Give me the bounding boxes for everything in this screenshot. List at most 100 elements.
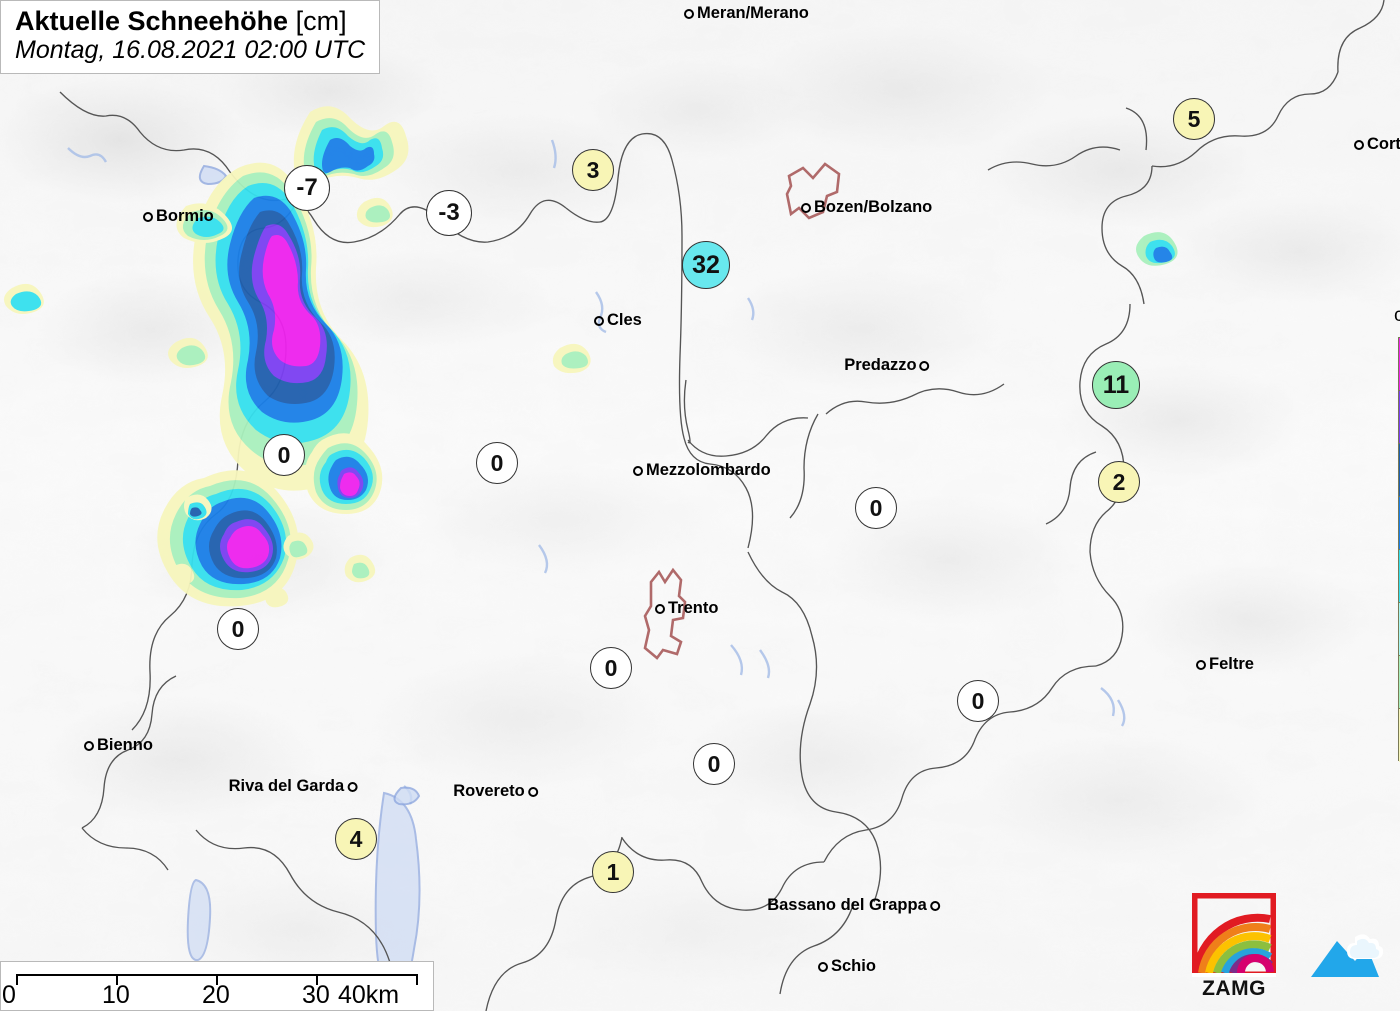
scalebar-label: 20 [202,981,230,1009]
map-scalebar: 0 10 20 30 40km [0,961,434,1011]
station-marker[interactable]: 0 [263,434,305,476]
city-point-icon [143,211,153,222]
snowfield-presanella [304,433,383,514]
city-label: Feltre [1196,655,1254,674]
city-label: Rovereto [453,782,538,801]
city-point-icon [684,8,694,19]
city-label: Bassano del Grappa [767,896,940,915]
station-value: 4 [349,825,363,852]
station-marker[interactable]: -3 [426,190,472,236]
city-point-icon [655,603,665,614]
scalebar-tick [216,974,218,985]
city-point-icon [1196,659,1206,670]
city-name: Feltre [1209,655,1254,673]
station-marker[interactable]: 0 [693,743,735,785]
city-label: Mezzolombardo [633,461,771,480]
city-label: Riva del Garda [229,777,358,796]
city-name: Schio [831,957,876,975]
city-name: Bienno [97,736,153,754]
city-point-icon [818,961,828,972]
station-marker[interactable]: 0 [855,487,897,529]
scalebar-tick [416,974,418,985]
snowfield-ortler [193,162,369,491]
city-label: Cortina [1354,135,1400,154]
station-marker[interactable]: 11 [1092,361,1140,409]
snowfield-small-patches [4,197,1178,374]
title-text: Aktuelle Schneehöhe [15,6,289,36]
city-name: Bassano del Grappa [767,896,927,914]
zamg-rainbow-logo: ZAMG [1190,891,1278,1001]
station-value: 0 [277,441,291,468]
station-value: 0 [869,494,883,521]
city-label: Bormio [143,207,214,226]
snow-depth-field [4,106,1178,608]
station-value: 0 [604,654,618,681]
city-label: Trento [655,599,718,618]
city-name: Trento [668,599,719,617]
scalebar-tick [116,974,118,985]
title-unit: [cm] [295,6,347,36]
city-label: Schio [818,957,876,976]
city-point-icon [1354,139,1364,150]
title-line-main: Aktuelle Schneehöhe [cm] [15,6,365,36]
city-point-icon [84,740,94,751]
scalebar-tick [316,974,318,985]
map-title-box: Aktuelle Schneehöhe [cm] Montag, 16.08.2… [0,0,381,75]
station-marker[interactable]: 5 [1173,98,1215,140]
station-marker[interactable]: 1 [592,851,634,893]
station-value: -3 [438,199,460,226]
city-label: Bienno [84,736,153,755]
city-name: Cles [607,311,642,329]
station-marker[interactable]: 0 [217,608,259,650]
station-marker[interactable]: 2 [1098,461,1140,503]
station-value: 5 [1187,105,1201,132]
colorbar-unit-label: cm [1394,305,1400,326]
scalebar-label: 30 [302,981,330,1009]
station-value: -7 [296,174,318,201]
city-name: Meran/Merano [697,4,809,22]
scalebar-label: 10 [102,981,130,1009]
station-value: 2 [1112,468,1126,495]
snowfield-north-patch [293,106,409,185]
station-marker[interactable]: 3 [572,149,614,191]
city-point-icon [594,315,604,326]
city-name: Mezzolombardo [646,461,771,479]
city-point-icon [919,360,930,371]
station-marker[interactable]: 0 [957,680,999,722]
station-marker[interactable]: 0 [590,647,632,689]
city-point-icon [801,202,811,213]
zamg-wordmark: ZAMG [1202,977,1266,1000]
station-value: 3 [586,156,600,183]
scalebar-label: 40km [338,981,400,1009]
scalebar-tick [16,974,18,985]
station-marker[interactable]: 0 [476,442,518,484]
city-name: Predazzo [844,356,917,374]
city-label: Meran/Merano [684,4,809,23]
city-point-icon [929,900,940,911]
city-name: Cortina [1367,135,1400,153]
zamg-logo-mark [1190,891,1278,979]
station-marker[interactable]: 4 [335,818,377,860]
commune-boundaries [643,162,841,660]
blue-mountain-cloud-logo [1311,934,1383,977]
station-value: 32 [692,250,720,279]
station-value: 0 [490,449,504,476]
station-value: 0 [707,750,721,777]
scalebar-label: 0 [2,981,16,1009]
station-marker[interactable]: 32 [682,241,730,289]
city-name: Bormio [156,207,214,225]
city-name: Rovereto [453,782,525,800]
city-name: Riva del Garda [228,777,345,795]
city-name: Bozen/Bolzano [814,198,933,216]
station-marker[interactable]: -7 [284,165,330,211]
snowfield-adamello [157,470,299,607]
city-label: Bozen/Bolzano [801,198,932,217]
snowfield-minor-blobs [171,494,376,608]
city-label: Predazzo [844,356,930,375]
city-label: Cles [594,311,642,330]
lake-polygons [186,164,421,999]
station-value: 0 [231,615,245,642]
city-point-icon [527,786,538,797]
